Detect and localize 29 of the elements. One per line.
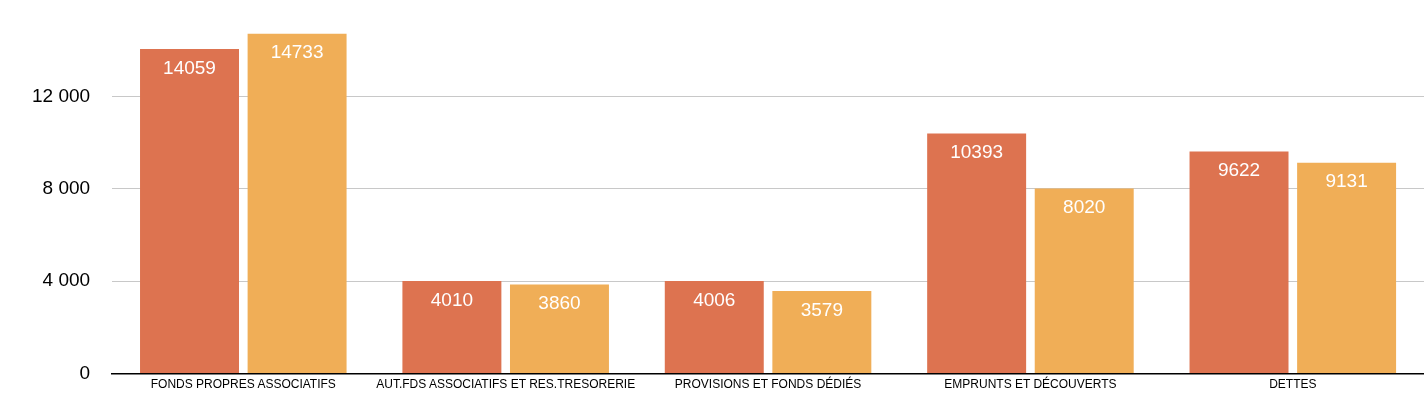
bar — [664, 281, 764, 374]
bar — [927, 133, 1027, 374]
bar — [1189, 151, 1289, 374]
bar — [1034, 188, 1134, 374]
y-tick-label: 8 000 — [42, 177, 91, 199]
data-label: 9131 — [1325, 170, 1368, 192]
x-tick-label: FONDS PROPRES ASSOCIATIFS — [150, 377, 336, 392]
bar — [402, 281, 502, 374]
y-tick-label: 4 000 — [42, 269, 91, 291]
data-label: 9622 — [1217, 159, 1261, 181]
x-tick-label: EMPRUNTS ET DÉCOUVERTS — [944, 376, 1117, 392]
bar — [247, 33, 347, 374]
data-label: 4006 — [693, 288, 736, 310]
data-label: 10393 — [950, 141, 1004, 163]
x-tick-label: PROVISIONS ET FONDS DÉDIÉS — [674, 376, 862, 392]
bar — [509, 284, 609, 374]
data-label: 3860 — [538, 292, 581, 314]
data-label: 8020 — [1063, 196, 1106, 218]
data-label: 14733 — [270, 41, 324, 63]
bar — [1297, 162, 1397, 374]
bar — [140, 48, 239, 374]
data-label: 3579 — [800, 298, 843, 320]
data-label: 14059 — [163, 56, 216, 78]
bar — [772, 290, 872, 374]
y-tick-label: 12 000 — [31, 84, 91, 106]
y-tick-label: 0 — [79, 361, 91, 383]
x-tick-label: AUT.FDS ASSOCIATIFS ET RES.TRESORERIE — [376, 377, 636, 392]
x-tick-label: DETTES — [1269, 377, 1317, 392]
data-label: 4010 — [430, 288, 474, 310]
